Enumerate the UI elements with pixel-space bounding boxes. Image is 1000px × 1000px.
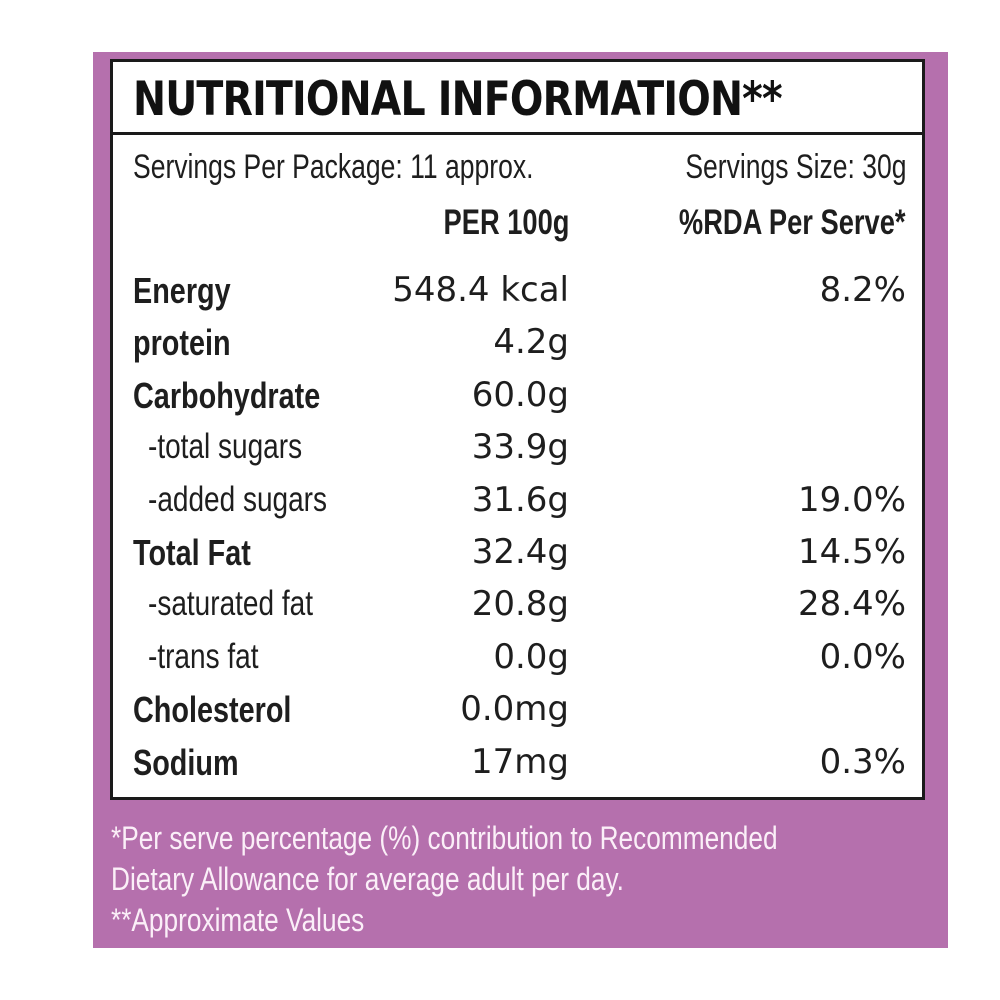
per-100g-header: PER 100g — [443, 203, 569, 242]
label-title: NUTRITIONAL INFORMATION** — [133, 72, 783, 127]
per-100g-value: 60.0g — [471, 374, 569, 415]
nutrient-name: -trans fat — [148, 636, 259, 676]
per-100g-value: 4.2g — [493, 322, 569, 363]
nutrient-name: -added sugars — [148, 479, 328, 519]
servings-per-package: Servings Per Package: 11 approx. — [133, 148, 534, 186]
nutrient-row: Cholesterol 0.0mg — [113, 689, 922, 741]
rda-value: 14.5% — [797, 532, 906, 572]
nutrient-row: -trans fat 0.0g 0.0% — [113, 637, 922, 689]
rda-header: %RDA Per Serve* — [679, 203, 906, 242]
per-100g-value: 31.6g — [471, 479, 569, 520]
nutrient-name: Sodium — [133, 741, 239, 783]
nutrient-row: protein 4.2g — [113, 322, 922, 374]
nutrient-name: Carbohydrate — [133, 374, 321, 416]
nutrient-row: Energy 548.4 kcal 8.2% — [113, 270, 922, 322]
per-100g-value: 17mg — [471, 741, 569, 782]
nutrient-row: -saturated fat 20.8g 28.4% — [113, 584, 922, 636]
nutrient-name: Energy — [133, 270, 231, 311]
footnote-line: *Per serve percentage (%) contribution t… — [111, 820, 778, 856]
nutrient-name: Cholesterol — [133, 689, 292, 731]
nutrient-row: -total sugars 33.9g — [113, 427, 922, 479]
nutrient-name: protein — [133, 322, 231, 364]
rda-value: 28.4% — [797, 584, 906, 625]
footnote-line: **Approximate Values — [111, 902, 365, 938]
per-100g-value: 0.0mg — [460, 689, 569, 730]
per-100g-value: 20.8g — [471, 584, 569, 625]
nutrient-name: -saturated fat — [148, 584, 313, 624]
nutrition-label-box: NUTRITIONAL INFORMATION** Servings Per P… — [110, 59, 925, 800]
per-100g-value: 548.4 kcal — [392, 270, 569, 310]
rda-value: 0.0% — [819, 636, 906, 677]
per-100g-value: 0.0g — [493, 636, 569, 677]
per-100g-value: 33.9g — [471, 427, 569, 468]
footnotes: *Per serve percentage (%) contribution t… — [111, 818, 792, 941]
nutrient-row: Sodium 17mg 0.3% — [113, 742, 922, 794]
nutrient-row: Total Fat 32.4g 14.5% — [113, 532, 922, 584]
nutrient-row: Carbohydrate 60.0g — [113, 375, 922, 427]
per-100g-value: 32.4g — [471, 532, 569, 572]
serving-size: Servings Size: 30g — [684, 148, 906, 186]
nutrient-name: Total Fat — [133, 532, 251, 573]
rda-value: 8.2% — [819, 270, 906, 310]
footnote-line: Dietary Allowance for average adult per … — [111, 861, 624, 897]
title-divider — [113, 132, 922, 135]
nutrient-row: -added sugars 31.6g 19.0% — [113, 480, 922, 532]
rda-value: 0.3% — [819, 741, 906, 782]
rda-value: 19.0% — [797, 479, 906, 520]
nutrient-name: -total sugars — [148, 427, 303, 467]
